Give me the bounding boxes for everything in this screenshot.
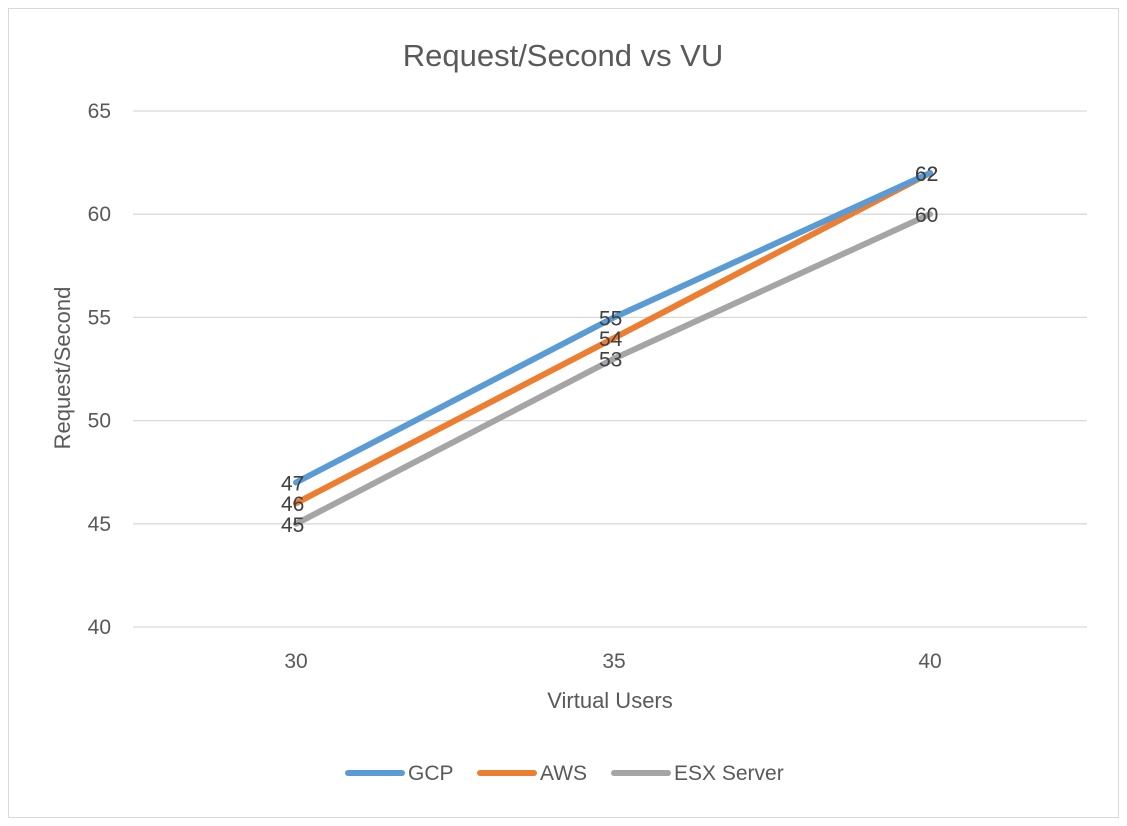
gridlines [133,110,1087,628]
data-label: 53 [599,349,622,372]
data-label: 62 [915,163,938,186]
y-tick-label: 40 [88,616,111,639]
series-lines [293,169,933,527]
x-tick-label: 40 [918,650,941,673]
legend: GCP AWS ESX Server [345,762,784,785]
y-axis-ticks: 40 45 50 55 60 65 [88,100,111,639]
data-label: 54 [599,328,623,351]
x-tick-label: 30 [284,650,307,673]
y-tick-label: 60 [88,203,111,226]
legend-label: GCP [408,762,454,785]
x-axis-ticks: 30 35 40 [284,650,941,673]
data-label: 46 [281,493,304,516]
legend-label: AWS [540,762,587,785]
chart-title: Request/Second vs VU [403,38,724,73]
y-tick-label: 50 [88,410,111,433]
x-axis-label: Virtual Users [547,688,673,713]
data-label: 45 [281,514,304,537]
data-label: 60 [915,204,938,227]
data-label: 47 [281,473,304,496]
y-tick-label: 45 [88,513,111,536]
data-label: 62 [915,163,938,186]
chart-frame [8,8,1119,818]
y-axis-label: Request/Second [50,287,75,450]
y-tick-label: 55 [88,306,111,329]
data-label: 55 [599,307,622,330]
series-line-aws [293,169,933,507]
y-tick-label: 65 [88,100,111,123]
series-line-esx-server [293,211,933,527]
legend-label: ESX Server [674,762,784,785]
series-line-gcp [293,169,933,486]
x-tick-label: 35 [602,650,625,673]
